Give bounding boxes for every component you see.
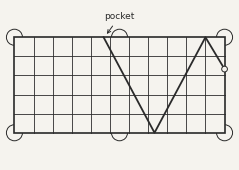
Circle shape bbox=[6, 29, 22, 45]
Circle shape bbox=[111, 29, 128, 45]
Text: pocket: pocket bbox=[104, 12, 135, 33]
Circle shape bbox=[217, 29, 233, 45]
Bar bbox=[14, 37, 225, 133]
Circle shape bbox=[222, 66, 228, 72]
Circle shape bbox=[6, 125, 22, 141]
Circle shape bbox=[217, 125, 233, 141]
Circle shape bbox=[111, 125, 128, 141]
Bar bbox=[14, 37, 225, 133]
